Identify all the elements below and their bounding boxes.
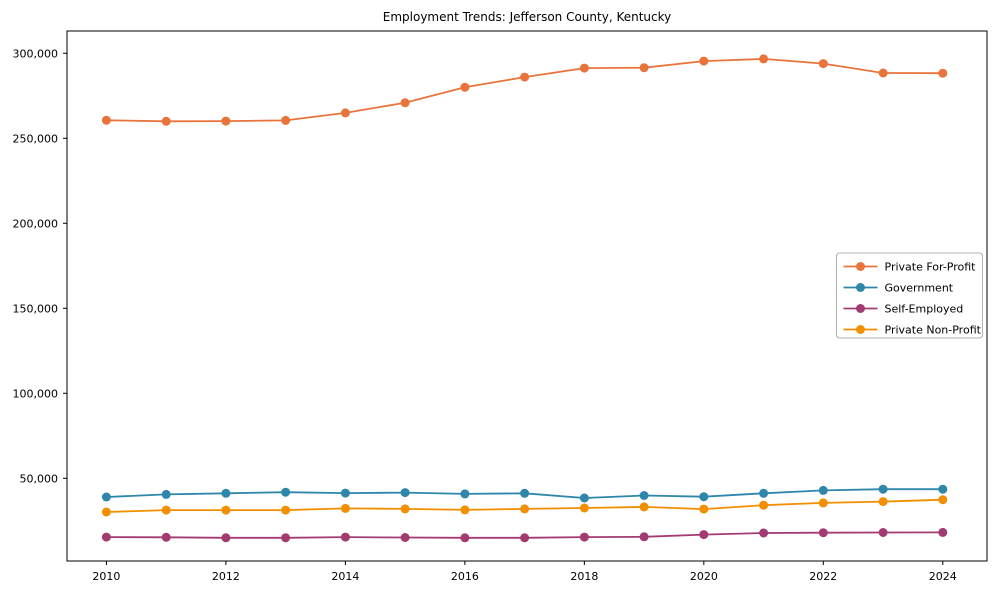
data-point-marker: [161, 116, 171, 126]
data-point-marker: [878, 528, 888, 537]
data-point-marker: [340, 488, 350, 498]
data-point-marker: [639, 63, 649, 73]
plot-area: 2010 2012 2014 2016 2018 2020 2022 2024 50,000 10…: [13, 30, 988, 583]
x-tick-label: 2022: [809, 570, 837, 583]
data-point-marker: [161, 532, 171, 542]
data-point-marker: [281, 533, 291, 543]
legend-marker-dot: [856, 262, 865, 271]
legend-marker-dot: [856, 304, 865, 313]
data-point-marker: [759, 500, 769, 510]
data-point-marker: [281, 505, 291, 515]
y-tick-label: 250,000: [13, 132, 59, 145]
data-point-marker: [579, 532, 589, 542]
axes-frame: [66, 30, 988, 562]
data-point-marker: [759, 54, 769, 64]
data-point-marker: [101, 492, 111, 502]
x-tick-label: 2018: [570, 570, 598, 583]
data-point-marker: [281, 487, 291, 497]
y-tick-label: 100,000: [13, 387, 59, 400]
data-point-marker: [101, 507, 111, 517]
legend-label: Private For-Profit: [885, 261, 977, 274]
y-tick-label: 200,000: [13, 217, 59, 230]
data-point-marker: [161, 505, 171, 515]
data-point-marker: [340, 108, 350, 118]
data-point-marker: [101, 115, 111, 125]
data-point-marker: [579, 63, 589, 73]
chart-title: Employment Trends: Jefferson County, Ken…: [383, 10, 672, 24]
data-point-marker: [699, 504, 709, 514]
data-point-marker: [639, 502, 649, 512]
data-point-marker: [639, 491, 649, 500]
data-point-marker: [520, 533, 530, 543]
legend-label: Private Non-Profit: [885, 324, 982, 337]
data-point-marker: [460, 82, 470, 92]
data-point-marker: [340, 503, 350, 513]
data-point-marker: [520, 504, 530, 514]
x-tick-label: 2024: [929, 570, 957, 583]
data-point-marker: [400, 98, 410, 108]
data-point-marker: [221, 116, 231, 126]
data-point-marker: [639, 532, 649, 542]
series-line-private-for-profit: [105, 58, 944, 123]
data-point-marker: [460, 489, 470, 499]
data-point-marker: [759, 528, 769, 538]
data-point-marker: [818, 528, 828, 538]
data-point-marker: [878, 484, 888, 494]
data-point-marker: [878, 497, 888, 507]
data-point-marker: [818, 498, 828, 508]
data-point-marker: [938, 495, 948, 505]
x-tick-label: 2012: [212, 570, 240, 583]
data-point-marker: [400, 533, 410, 542]
data-point-marker: [340, 532, 350, 542]
legend-box: [836, 252, 983, 339]
data-point-marker: [818, 59, 828, 69]
x-tick-label: 2016: [451, 570, 479, 583]
legend-marker-dot: [856, 283, 865, 292]
legend-label: Government: [885, 282, 954, 295]
data-point-marker: [520, 488, 530, 498]
y-tick-label: 50,000: [20, 472, 59, 485]
data-point-marker: [221, 505, 231, 515]
data-point-marker: [460, 533, 470, 543]
data-point-marker: [938, 527, 948, 537]
data-point-marker: [101, 532, 111, 542]
data-point-marker: [579, 493, 589, 503]
data-point-marker: [818, 485, 828, 495]
data-point-marker: [400, 488, 410, 498]
x-tick-label: 2014: [331, 570, 359, 583]
data-point-marker: [520, 72, 530, 82]
data-point-marker: [699, 492, 709, 502]
data-point-marker: [579, 503, 589, 513]
data-point-marker: [759, 488, 769, 498]
data-point-marker: [281, 115, 291, 125]
data-point-marker: [699, 530, 709, 540]
data-point-marker: [938, 484, 948, 494]
legend-marker-dot: [856, 325, 865, 334]
x-tick-label: 2020: [690, 570, 718, 583]
data-point-marker: [938, 68, 948, 78]
data-point-marker: [221, 488, 231, 498]
data-point-marker: [699, 56, 709, 66]
data-point-marker: [878, 68, 888, 78]
data-point-marker: [161, 489, 171, 499]
data-point-marker: [400, 504, 410, 514]
y-tick-label: 300,000: [13, 47, 59, 60]
y-tick-label: 150,000: [13, 302, 59, 315]
data-point-marker: [221, 533, 231, 543]
legend-label: Self-Employed: [885, 303, 964, 316]
data-point-marker: [460, 505, 470, 515]
x-tick-label: 2010: [92, 570, 120, 583]
